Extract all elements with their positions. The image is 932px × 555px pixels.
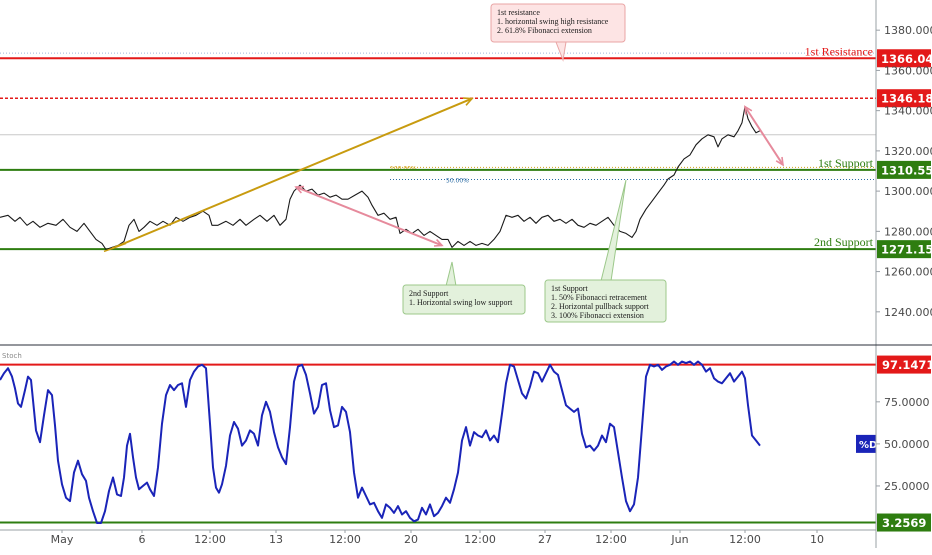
level-tag-first-support	[877, 160, 931, 179]
price-tick-label: 1240.000	[884, 306, 932, 319]
level-value-first-resistance: 1366.045	[881, 52, 932, 66]
support1-note-line: 1. 50% Fibonacci retracement	[551, 293, 648, 302]
resistance-note	[490, 3, 626, 43]
level-label-first-resistance: 1st Resistance	[805, 44, 873, 58]
support1-note	[544, 279, 667, 323]
time-tick-label: Jun	[670, 533, 688, 546]
price-series-line	[0, 106, 761, 251]
stoch-name: Stoch	[2, 352, 22, 360]
resistance-note-line: 1. horizontal swing high resistance	[497, 17, 609, 26]
price-tick-label: 1300.000	[884, 185, 932, 198]
support1-note-line: 1st Support	[551, 284, 588, 293]
pullback-arrowhead-end	[433, 238, 444, 247]
price-tick-label: 1360.000	[884, 64, 932, 77]
price-tick-label: 1320.000	[884, 145, 932, 158]
price-tick-label: 1280.000	[884, 225, 932, 238]
time-tick-label: 12:00	[595, 533, 627, 546]
stoch-level-tag	[877, 513, 931, 532]
level-tag-second-support	[877, 240, 931, 259]
support2-note-line: 1. Horizontal swing low support	[409, 298, 513, 307]
projection-arrowhead-start	[743, 105, 753, 115]
level-label-first-support: 1st Support	[818, 156, 874, 170]
level-label-second-support: 2nd Support	[814, 235, 874, 249]
time-tick-label: 12:00	[464, 533, 496, 546]
time-tick-label: 13	[269, 533, 283, 546]
projection-arrowhead-end	[775, 156, 785, 167]
pullback-arrowhead-start	[294, 185, 305, 194]
time-tick-label: 12:00	[729, 533, 761, 546]
stoch-level-tag	[877, 355, 931, 374]
stoch-d-label: %D	[859, 440, 877, 451]
fib-level-label: 50.00%	[446, 177, 469, 184]
pullback-arrow	[295, 186, 443, 247]
time-tick-label: 6	[139, 533, 146, 546]
support1-note-line: 2. Horizontal pullback support	[551, 302, 650, 311]
time-tick-label: 27	[538, 533, 552, 546]
support2-note	[402, 284, 526, 315]
level-value-recent-high: 1346.182	[881, 92, 932, 106]
price-tick-label: 1340.000	[884, 105, 932, 118]
projection-arrow	[744, 106, 784, 166]
price-tick-label: 1260.000	[884, 266, 932, 279]
resistance-note-line: 1st resistance	[497, 8, 540, 17]
stoch-tick-label: 75.0000	[884, 396, 930, 409]
level-value-second-support: 1271.154	[881, 243, 932, 257]
price-tick-label: 1380.000	[884, 24, 932, 37]
time-tick-label: 20	[404, 533, 418, 546]
trend-anchor	[103, 242, 127, 253]
trend-arrow	[111, 97, 473, 250]
level-tag-recent-high	[877, 89, 931, 108]
stoch-tick-label: 50.0000	[884, 438, 930, 451]
stoch-series-line	[0, 360, 761, 524]
time-tick-label: May	[51, 533, 74, 546]
support1-note-line: 3. 100% Fibonacci extension	[551, 311, 644, 320]
time-tick-label: 10	[810, 533, 824, 546]
level-value-first-support: 1310.557	[881, 163, 932, 177]
resistance-note-line: 2. 61.8% Fibonacci extension	[497, 26, 592, 35]
support2-note-line: 2nd Support	[409, 289, 449, 298]
time-tick-label: 12:00	[194, 533, 226, 546]
time-tick-label: 12:00	[329, 533, 361, 546]
stoch-level-value: 97.1471	[882, 358, 932, 372]
stoch-tick-label: 25.0000	[884, 480, 930, 493]
fib-level-label: 100.00%	[390, 165, 417, 172]
stoch-d-tag	[856, 434, 876, 453]
trend-arrowhead	[462, 97, 474, 106]
level-tag-first-resistance	[877, 49, 931, 68]
stoch-level-value: 3.2569	[882, 516, 926, 530]
